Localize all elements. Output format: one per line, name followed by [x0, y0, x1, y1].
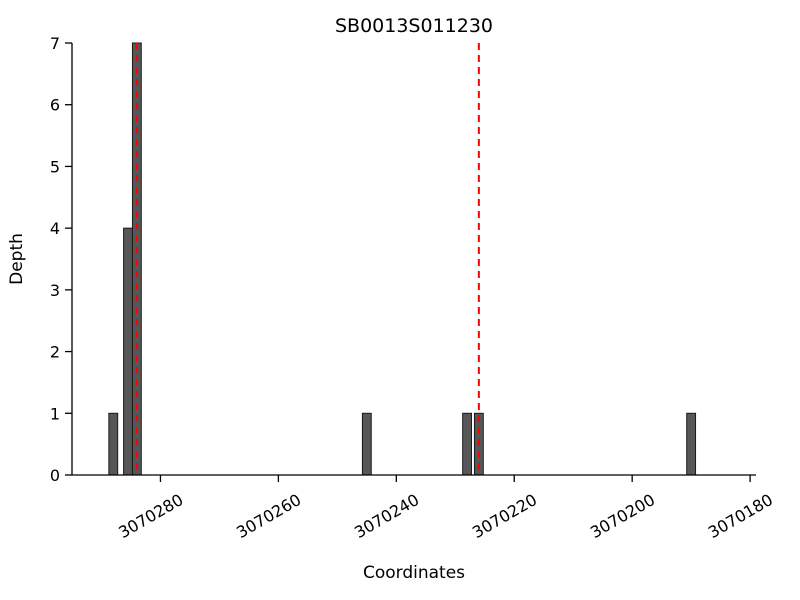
- x-tick-label: 3070220: [469, 490, 540, 542]
- plot-area: 0 1 2 3 4 5 6 7 3070280 3070260 3070240 3070220 3070…: [50, 34, 776, 542]
- bar: [686, 412, 697, 476]
- y-tick-label: 2: [50, 343, 60, 362]
- x-tick-label: 3070180: [705, 490, 776, 542]
- x-tick-label: 3070240: [351, 490, 422, 542]
- bar: [462, 412, 472, 476]
- y-axis-label: Depth: [7, 233, 27, 285]
- chart-title: SB0013S011230: [335, 15, 493, 37]
- x-tick-label: 3070280: [115, 490, 186, 542]
- x-tick-label: 3070200: [587, 490, 658, 542]
- y-tick-label: 6: [50, 96, 60, 115]
- y-tick-label: 3: [50, 281, 60, 300]
- bar: [361, 412, 372, 476]
- y-tick-label: 1: [50, 404, 60, 423]
- y-tick-label: 7: [50, 34, 60, 53]
- y-tick-label: 5: [50, 157, 60, 176]
- y-tick-label: 4: [50, 219, 60, 238]
- bar: [108, 412, 119, 476]
- y-tick-label: 0: [50, 466, 60, 485]
- x-tick-label: 3070260: [233, 490, 304, 542]
- x-axis-label: Coordinates: [363, 563, 465, 583]
- bar: [123, 227, 133, 476]
